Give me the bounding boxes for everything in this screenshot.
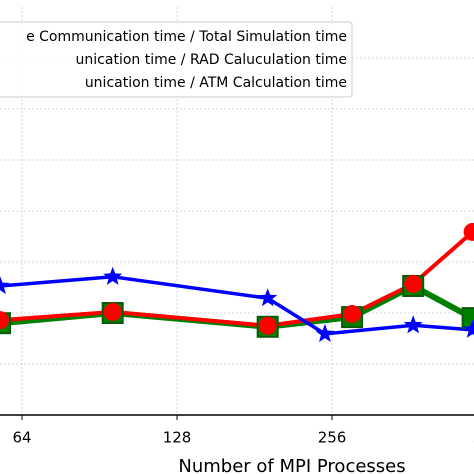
series-line bbox=[0, 282, 474, 330]
x-ticks: 64 128 256 512 bbox=[12, 415, 474, 447]
marker bbox=[403, 315, 423, 334]
marker bbox=[463, 222, 474, 241]
marker bbox=[258, 316, 277, 335]
x-tick-label: 128 bbox=[163, 429, 192, 447]
x-tick-label: 512 bbox=[473, 429, 474, 447]
marker bbox=[258, 288, 278, 307]
legend-label: unication time / ATM Calculation time bbox=[85, 75, 347, 91]
marker bbox=[0, 275, 10, 295]
x-axis-label: Number of MPI Processes bbox=[178, 456, 405, 474]
marker bbox=[343, 305, 362, 324]
legend: e Communication time / Total Simulation … bbox=[0, 21, 353, 98]
legend-label: e Communication time / Total Simulation … bbox=[26, 29, 347, 45]
marker bbox=[404, 274, 423, 293]
marker bbox=[103, 302, 122, 321]
x-tick-label: 64 bbox=[12, 429, 31, 447]
series-line bbox=[0, 275, 473, 336]
legend-box bbox=[0, 21, 353, 98]
plot-area bbox=[0, 222, 474, 343]
marker bbox=[463, 319, 474, 338]
marker bbox=[0, 311, 9, 330]
marker bbox=[315, 323, 335, 343]
marker bbox=[103, 266, 123, 285]
legend-label: unication time / RAD Caluculation time bbox=[76, 52, 347, 68]
x-tick-label: 256 bbox=[318, 429, 347, 447]
